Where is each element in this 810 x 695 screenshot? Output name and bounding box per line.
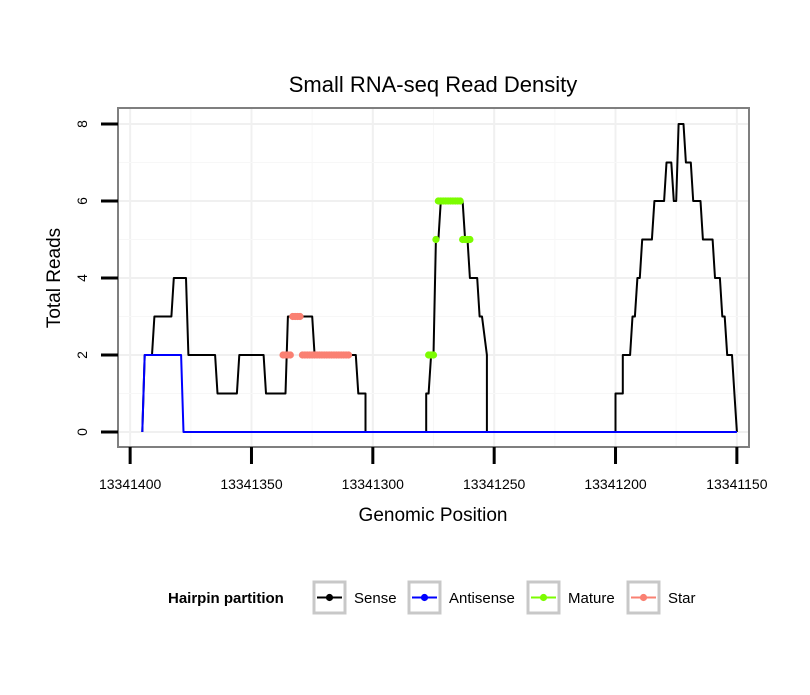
y-axis-title: Total Reads — [44, 228, 65, 328]
x-tick-label: 13341300 — [342, 476, 405, 492]
star-point — [344, 351, 353, 359]
mature-point — [432, 235, 440, 244]
chart-title: Small RNA-seq Read Density — [289, 72, 578, 97]
x-tick-label: 13341200 — [584, 476, 647, 492]
legend-dot-mature — [539, 593, 548, 602]
series-mature — [425, 197, 474, 359]
legend-dot-star — [639, 593, 648, 602]
legend-label-antisense: Antisense — [449, 590, 515, 607]
x-tick-label: 13341400 — [99, 476, 162, 492]
mature-point — [456, 197, 464, 205]
legend-dot-sense — [325, 593, 334, 602]
legend-dot-antisense — [420, 593, 429, 602]
x-axis-title: Genomic Position — [359, 505, 508, 526]
legend-label-sense: Sense — [354, 590, 397, 607]
mature-point — [429, 351, 438, 359]
antisense-line — [141, 354, 737, 433]
star-point — [296, 312, 304, 321]
series-star — [279, 312, 353, 359]
series-sense — [141, 123, 738, 433]
legend-label-star: Star — [668, 590, 696, 607]
series-group — [141, 123, 738, 433]
grid — [118, 108, 749, 447]
y-tick-label: 0 — [74, 428, 90, 436]
mature-point — [466, 235, 474, 244]
y-tick-label: 6 — [74, 197, 90, 205]
legend-title: Hairpin partition — [168, 590, 284, 607]
x-tick-label: 13341350 — [220, 476, 283, 492]
y-tick-label: 8 — [74, 120, 90, 128]
x-tick-label: 13341250 — [463, 476, 526, 492]
legend: Hairpin partition Sense Antisense Mature St… — [168, 580, 696, 615]
sense-line — [141, 123, 738, 433]
y-tick-label: 2 — [74, 351, 90, 359]
x-tick-label: 13341150 — [706, 476, 767, 492]
legend-label-mature: Mature — [568, 590, 615, 607]
axes: 13341400 13341350 13341300 13341250 13341200… — [74, 120, 768, 492]
series-antisense — [141, 354, 737, 433]
star-point — [286, 351, 294, 359]
y-tick-label: 4 — [74, 274, 90, 282]
